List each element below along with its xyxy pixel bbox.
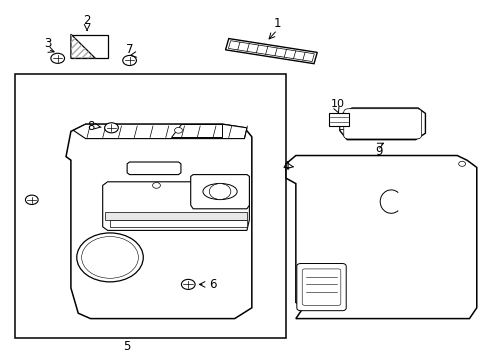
- FancyBboxPatch shape: [302, 269, 340, 305]
- Text: 9: 9: [374, 145, 382, 158]
- FancyBboxPatch shape: [296, 264, 346, 311]
- Circle shape: [77, 233, 143, 282]
- Polygon shape: [66, 124, 251, 319]
- FancyBboxPatch shape: [343, 109, 421, 139]
- Circle shape: [81, 237, 138, 278]
- Polygon shape: [105, 212, 246, 220]
- Circle shape: [51, 53, 64, 63]
- Text: 4: 4: [282, 160, 289, 173]
- Bar: [15, 74, 285, 338]
- Text: 2: 2: [83, 14, 91, 27]
- Polygon shape: [110, 220, 246, 227]
- Circle shape: [152, 183, 160, 188]
- Text: 1: 1: [273, 17, 281, 30]
- Text: 5: 5: [123, 340, 131, 353]
- Circle shape: [104, 123, 118, 133]
- Polygon shape: [127, 162, 181, 175]
- Bar: [71, 35, 107, 58]
- Polygon shape: [190, 175, 249, 209]
- Polygon shape: [339, 108, 425, 140]
- Circle shape: [181, 279, 195, 289]
- Polygon shape: [102, 182, 249, 230]
- Ellipse shape: [203, 183, 237, 199]
- Polygon shape: [171, 124, 222, 137]
- Text: 7: 7: [125, 43, 133, 56]
- FancyBboxPatch shape: [225, 39, 317, 64]
- Text: 3: 3: [44, 37, 52, 50]
- Polygon shape: [73, 124, 246, 139]
- Polygon shape: [285, 156, 476, 319]
- Text: 8: 8: [86, 120, 94, 133]
- Text: 6: 6: [208, 278, 216, 291]
- Polygon shape: [339, 116, 356, 130]
- FancyBboxPatch shape: [228, 41, 314, 62]
- FancyBboxPatch shape: [328, 113, 348, 126]
- Circle shape: [122, 55, 136, 66]
- Circle shape: [174, 127, 182, 133]
- Polygon shape: [71, 34, 95, 58]
- Circle shape: [209, 184, 230, 199]
- Circle shape: [25, 195, 38, 204]
- Circle shape: [458, 161, 465, 166]
- Text: 10: 10: [330, 99, 344, 109]
